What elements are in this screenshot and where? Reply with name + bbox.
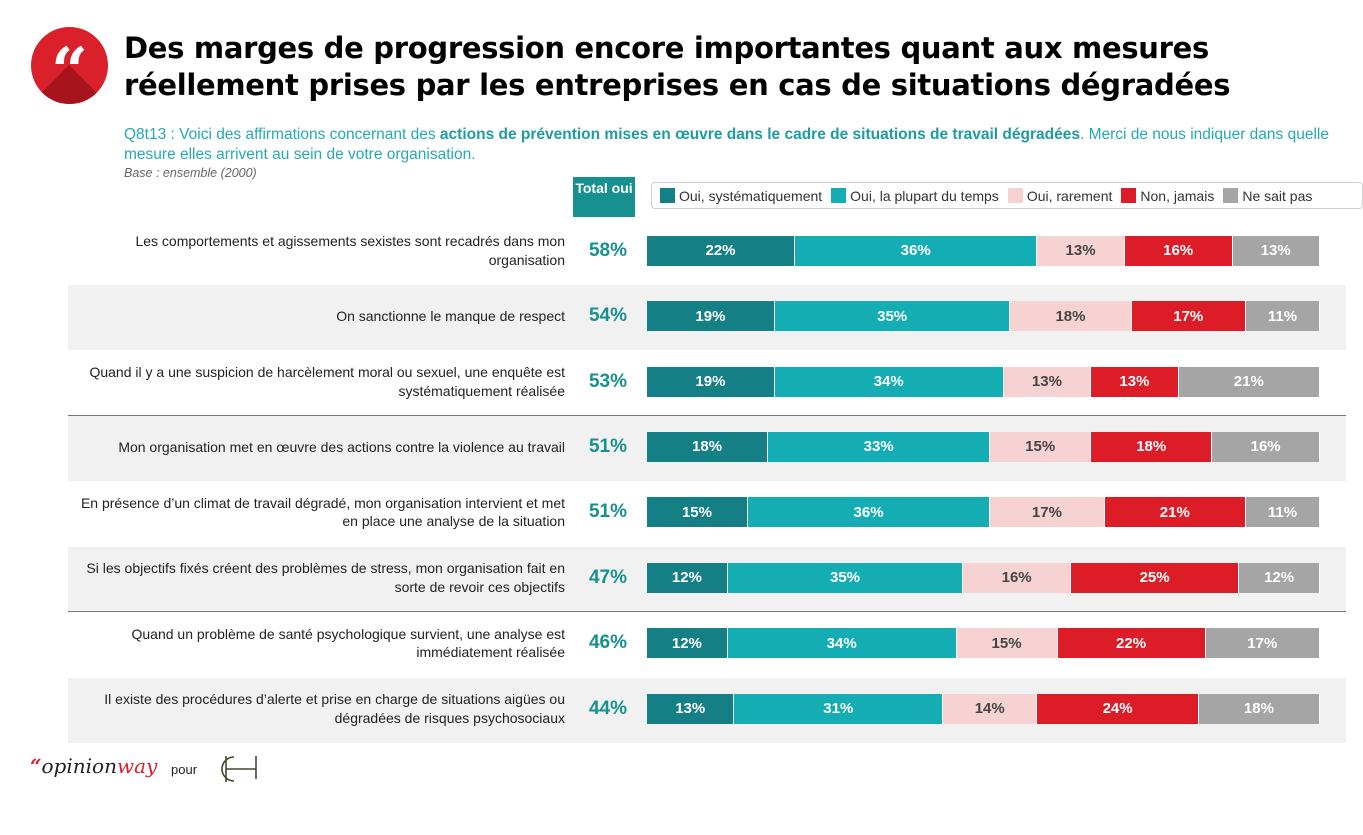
bar-segment-oui-la-plupart-du-temps: 34%: [774, 366, 1004, 397]
chart-legend: Oui, systématiquement Oui, la plupart du …: [651, 182, 1363, 209]
bar-segment-oui-systematiquement: 18%: [647, 431, 769, 462]
bar-segment-ne-sait-pas: 11%: [1245, 301, 1320, 332]
bar-segment-oui-systematiquement: 22%: [647, 235, 796, 266]
category-label: Si les objectifs fixés créent des problè…: [86, 560, 565, 595]
category-label: Il existe des procédures d’alerte et pri…: [104, 691, 565, 726]
legend-item-oui-systematiquement: Oui, systématiquement: [660, 188, 822, 204]
total-oui-value: 46%: [588, 632, 628, 654]
category-label: On sanctionne le manque de respect: [336, 307, 565, 324]
bar-segment-oui-systematiquement: 13%: [647, 693, 735, 724]
quote-glyph: “: [51, 34, 88, 104]
bar-segment-non-jamais: 21%: [1104, 497, 1246, 528]
title-line-2: réellement prises par les entreprises en…: [124, 68, 1231, 102]
legend-swatch: [1223, 188, 1239, 203]
bar-segment-oui-systematiquement: 12%: [647, 562, 728, 593]
bar-segment-ne-sait-pas: 18%: [1198, 693, 1320, 724]
bar-segment-non-jamais: 13%: [1091, 366, 1179, 397]
legend-item-ne-sait-pas: Ne sait pas: [1223, 188, 1312, 204]
logo-quote: “: [30, 754, 42, 778]
page-title: Des marges de progression encore importa…: [124, 30, 1324, 104]
bar-segment-oui-la-plupart-du-temps: 34%: [727, 628, 957, 659]
bar-segment-oui-systematiquement: 12%: [647, 628, 728, 659]
category-label: En présence d’un climat de travail dégra…: [80, 494, 565, 530]
legend-swatch: [660, 188, 675, 203]
bar-segment-non-jamais: 22%: [1057, 628, 1206, 659]
bar-segment-oui-rarement: 18%: [1010, 301, 1132, 332]
logo-way: way: [116, 754, 158, 778]
group-separator: [68, 415, 1346, 417]
bar-segment-non-jamais: 18%: [1091, 431, 1213, 462]
bar-segment-non-jamais: 16%: [1124, 235, 1233, 266]
bar-segment-ne-sait-pas: 17%: [1205, 628, 1320, 659]
legend-item-oui-la-plupart-du-temps: Oui, la plupart du temps: [831, 188, 999, 204]
question-prefix: Q8t13 : Voici des affirmations concernan…: [124, 126, 440, 143]
question-text: Q8t13 : Voici des affirmations concernan…: [124, 125, 1354, 165]
category-label: Mon organisation met en œuvre des action…: [118, 438, 565, 455]
legend-label: Oui, systématiquement: [679, 187, 823, 204]
legend-item-non-jamais: Non, jamais: [1121, 188, 1214, 204]
legend-swatch: [831, 188, 847, 203]
bar-segment-oui-la-plupart-du-temps: 31%: [734, 693, 944, 724]
legend-label: Oui, rarement: [1026, 187, 1113, 204]
total-oui-value: 47%: [588, 566, 628, 588]
bar-segment-oui-systematiquement: 19%: [647, 301, 775, 332]
legend-label: Oui, la plupart du temps: [850, 187, 999, 204]
category-label: Quand un problème de santé psychologique…: [131, 625, 565, 661]
bar-segment-oui-rarement: 15%: [990, 431, 1092, 462]
group-separator: [68, 611, 1346, 613]
partner-logo-icon: [221, 756, 257, 782]
bar-segment-oui-la-plupart-du-temps: 35%: [774, 301, 1011, 332]
total-oui-value: 54%: [588, 305, 628, 327]
title-line-1: Des marges de progression encore importa…: [124, 31, 1209, 65]
bar-segment-oui-rarement: 14%: [943, 693, 1038, 724]
question-bold: actions de prévention mises en œuvre dan…: [439, 126, 1080, 143]
logo-opinion: opinion: [41, 754, 117, 778]
bar-segment-oui-la-plupart-du-temps: 35%: [727, 562, 964, 593]
opinionway-logo: “opinionway: [30, 754, 157, 778]
bar-segment-oui-la-plupart-du-temps: 36%: [747, 497, 991, 528]
bar-segment-oui-rarement: 16%: [963, 562, 1071, 593]
category-label: Quand il y a une suspicion de harcèlemen…: [89, 364, 565, 399]
bar-segment-non-jamais: 24%: [1037, 693, 1199, 724]
bar-segment-oui-rarement: 13%: [1037, 235, 1125, 266]
bar-segment-oui-rarement: 13%: [1003, 366, 1092, 397]
legend-swatch: [1007, 188, 1023, 203]
total-oui-value: 51%: [588, 435, 628, 457]
legend-label: Non, jamais: [1140, 187, 1215, 204]
bar-segment-ne-sait-pas: 12%: [1239, 562, 1320, 593]
bar-segment-ne-sait-pas: 21%: [1178, 366, 1320, 397]
total-oui-value: 51%: [588, 501, 628, 523]
bar-segment-ne-sait-pas: 13%: [1232, 235, 1320, 266]
bar-segment-non-jamais: 17%: [1131, 301, 1246, 332]
legend-swatch: [1121, 188, 1137, 203]
bar-segment-oui-systematiquement: 15%: [647, 497, 748, 528]
total-oui-value: 53%: [588, 370, 628, 392]
bar-segment-ne-sait-pas: 11%: [1245, 497, 1320, 528]
base-note: Base : ensemble (2000): [124, 166, 257, 180]
bar-segment-oui-systematiquement: 19%: [647, 366, 775, 397]
bar-segment-oui-la-plupart-du-temps: 36%: [795, 235, 1038, 266]
quote-icon: “: [31, 27, 108, 104]
footer-pour: pour: [171, 762, 198, 777]
question-suffix: . Merci de nous indiquer dans quelle mes…: [124, 126, 1329, 163]
bar-segment-oui-la-plupart-du-temps: 33%: [768, 431, 991, 462]
total-oui-value: 44%: [588, 697, 628, 719]
bar-segment-oui-rarement: 15%: [956, 628, 1058, 659]
bar-segment-non-jamais: 25%: [1070, 562, 1240, 593]
total-oui-header: Total oui: [573, 177, 635, 217]
legend-item-oui-rarement: Oui, rarement: [1007, 187, 1113, 204]
legend-label: Ne sait pas: [1242, 187, 1313, 204]
category-label: Les comportements et agissements sexiste…: [135, 233, 565, 268]
bar-segment-ne-sait-pas: 16%: [1212, 431, 1320, 462]
bar-segment-oui-rarement: 17%: [990, 497, 1105, 528]
total-oui-value: 58%: [588, 239, 628, 261]
